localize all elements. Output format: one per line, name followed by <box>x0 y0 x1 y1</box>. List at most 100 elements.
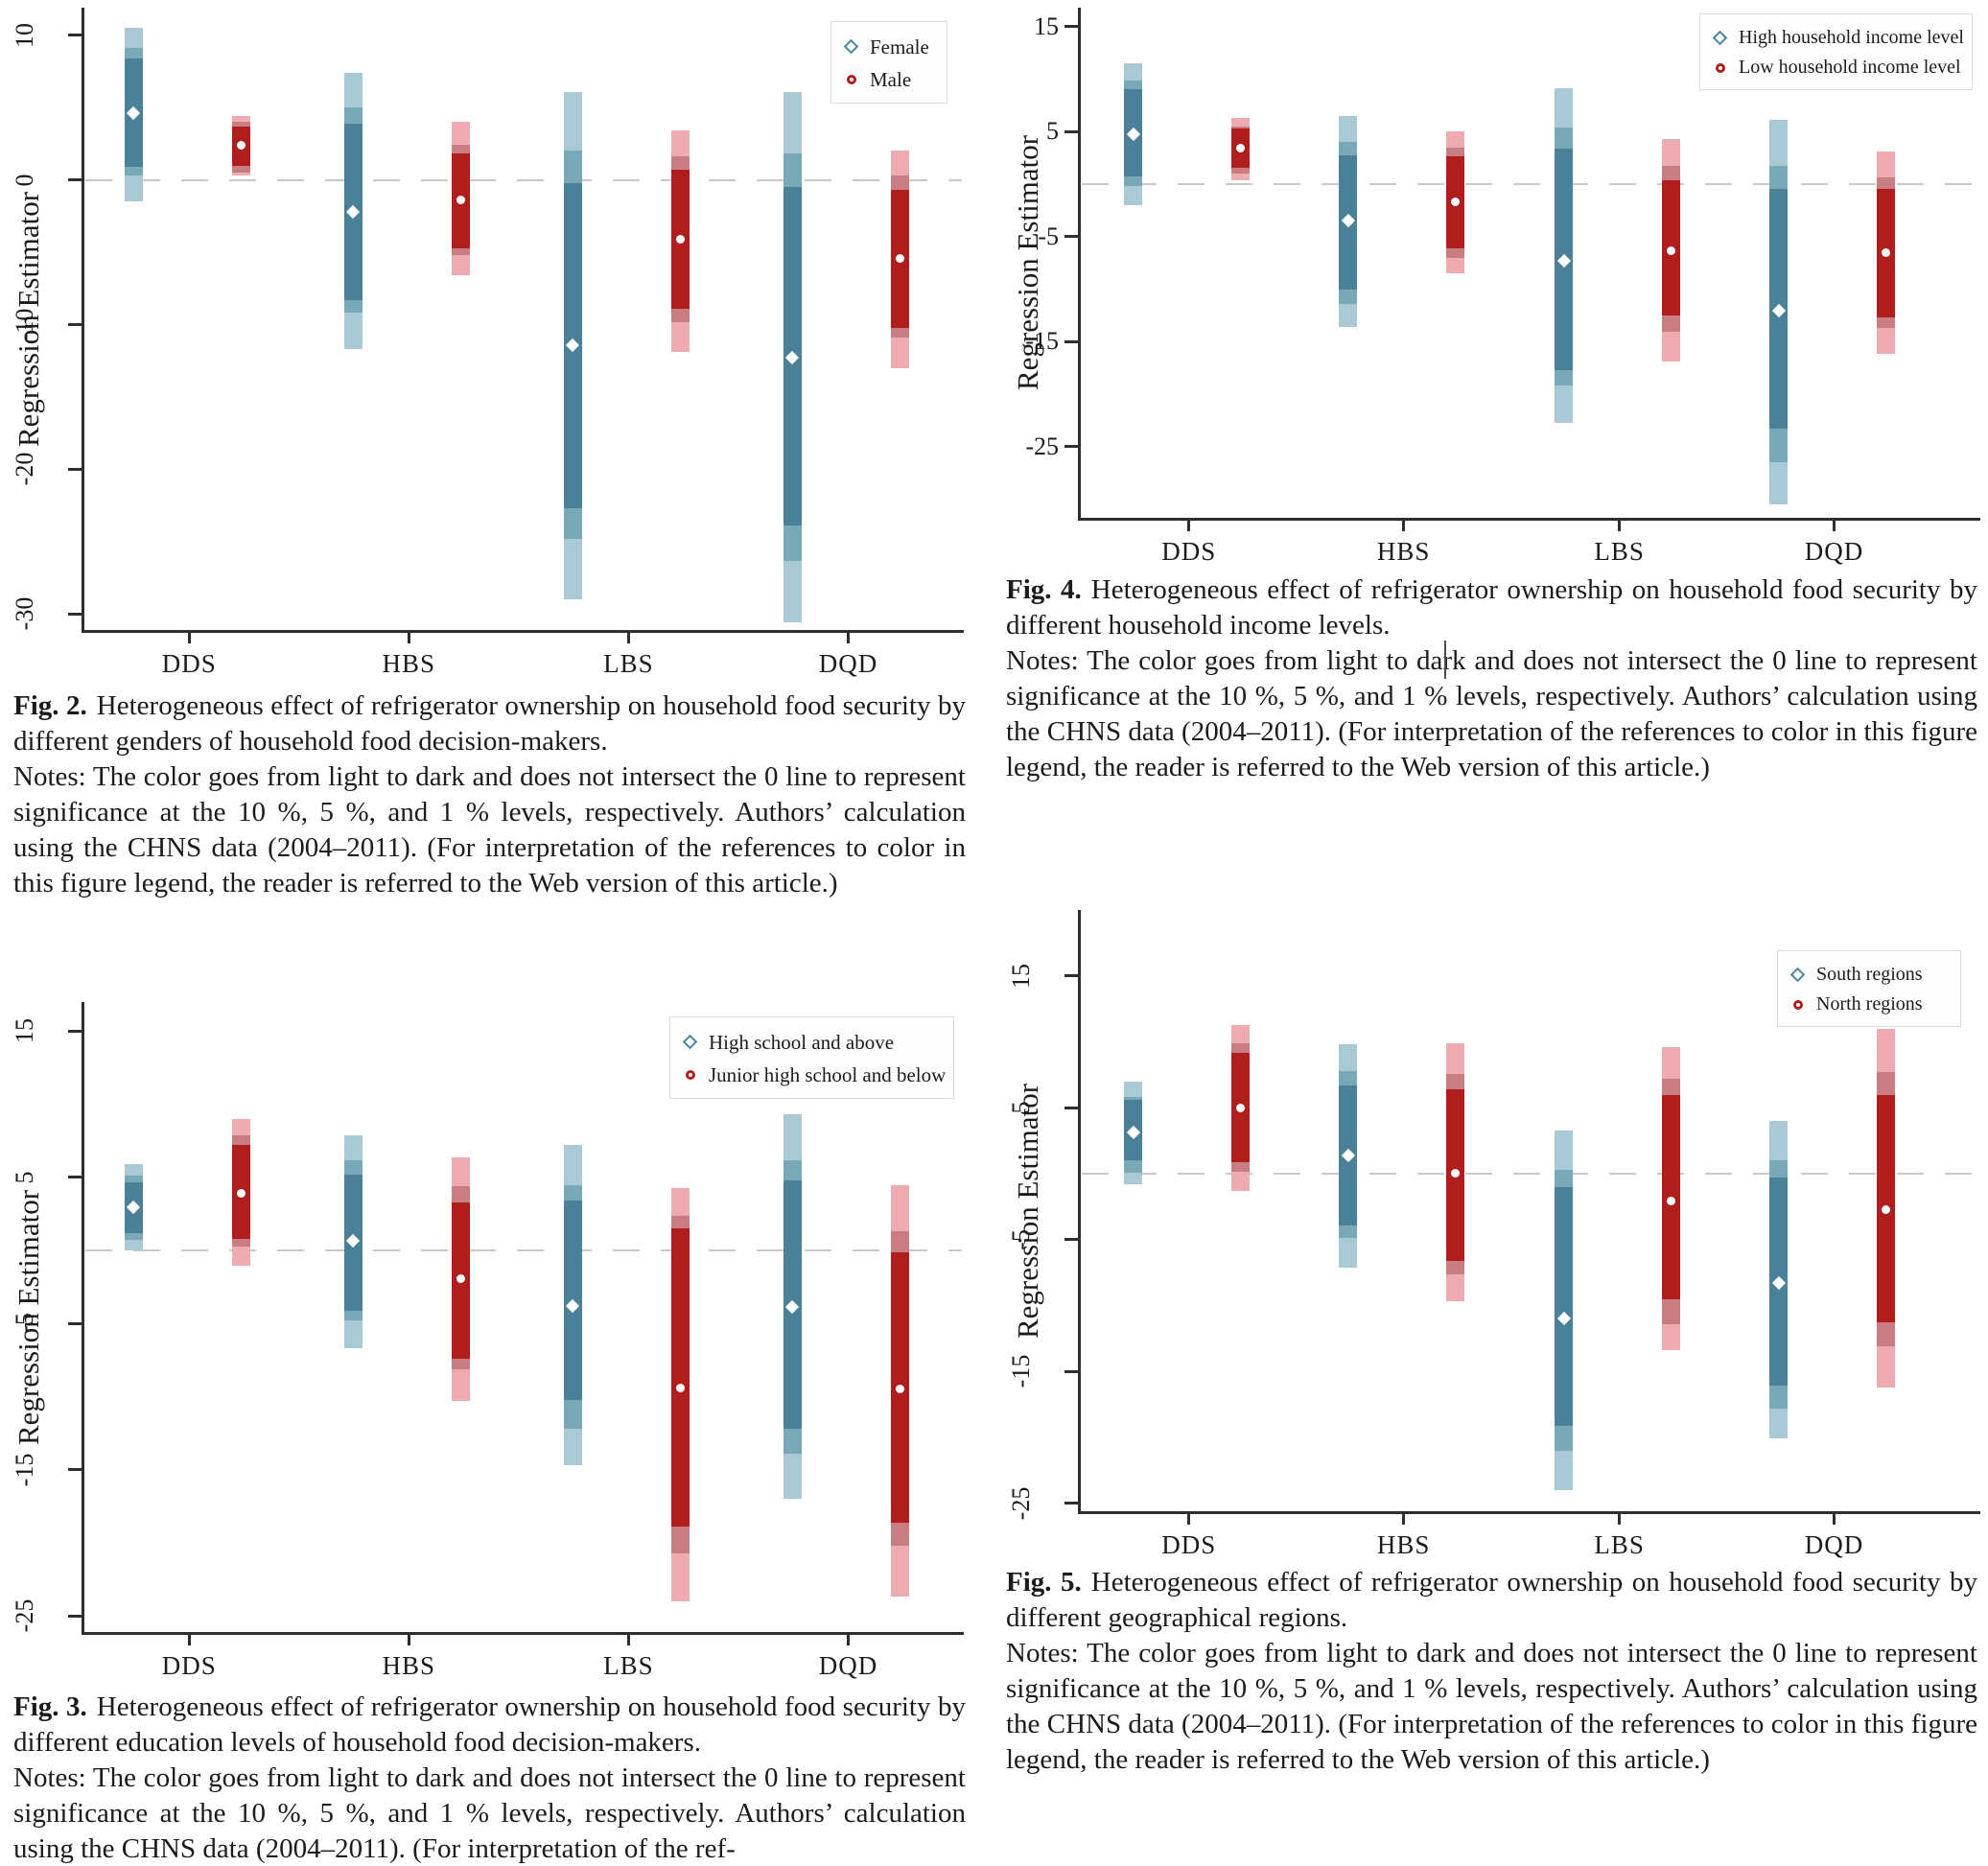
fig4-x-tick <box>1187 518 1191 531</box>
fig5-x-tick-label: DDS <box>1161 1530 1217 1559</box>
fig2-y-tick <box>68 178 82 182</box>
fig5-y-tick-label: -25 <box>1007 1486 1035 1521</box>
fig4-x-tick <box>1618 518 1622 531</box>
fig2-caption: Fig. 2. Heterogeneous effect of refrigera… <box>13 688 966 901</box>
fig4-y-tick-label: 15 <box>1034 12 1059 40</box>
fig5-y-axis-title: Regression Estimator <box>1011 1083 1044 1339</box>
fig4-y-tick-label: -25 <box>1025 432 1059 460</box>
fig5-legend-label: North regions <box>1816 993 1923 1015</box>
fig2-y-axis-title: Regression Estimator <box>12 191 45 447</box>
fig5-y-tick <box>1064 1238 1078 1242</box>
fig2-caption-body: Heterogeneous effect of refrigerator own… <box>13 690 966 757</box>
fig4-y-axis-title: Regression Estimator <box>1011 134 1044 391</box>
fig4-y-tick-label: -5 <box>1038 222 1059 250</box>
fig4-legend: High household income level Low household… <box>1699 13 1973 90</box>
fig5-legend-item: South regions <box>1788 960 1953 990</box>
fig2-x-tick <box>626 630 630 643</box>
point-marker-circle <box>1667 246 1676 256</box>
fig5-caption: Fig. 5. Heterogeneous effect of refrigera… <box>1006 1565 1977 1778</box>
fig4-zero-line <box>1082 182 1978 185</box>
fig3-x-tick <box>626 1632 630 1645</box>
fig2-legend-label: Male <box>870 67 912 91</box>
fig3-y-tick <box>68 1176 82 1179</box>
fig3-caption-title: Fig. 3. Heterogeneous effect of refrigera… <box>13 1690 966 1761</box>
fig5-zero-line <box>1082 1173 1978 1175</box>
fig3-x-axis <box>82 1632 964 1635</box>
legend-circle-icon <box>1788 993 1816 1016</box>
fig4-caption-title: Fig. 4. Heterogeneous effect of refrigera… <box>1006 572 1977 643</box>
fig5-y-tick <box>1064 1369 1078 1373</box>
fig5-caption-body: Heterogeneous effect of refrigerator own… <box>1006 1567 1977 1633</box>
fig3-y-tick-label: -25 <box>11 1598 38 1633</box>
fig5-inner-band-south-regions-LBS <box>1555 1186 1574 1426</box>
fig2-x-tick-label: DQD <box>818 649 878 678</box>
fig2-legend-label: Female <box>870 35 929 58</box>
fig2-zero-line <box>85 178 962 181</box>
fig5-legend-label: South regions <box>1816 964 1923 985</box>
legend-diamond-icon <box>841 35 870 58</box>
point-marker-circle <box>456 196 465 205</box>
fig4-caption-notes: Notes: The color goes from light to dark… <box>1006 645 1977 782</box>
fig4-legend-item: High household income level <box>1710 23 1964 53</box>
fig2-caption-title: Fig. 2. Heterogeneous effect of refrigera… <box>13 688 966 759</box>
fig3-caption-notes: Notes: The color goes from light to dark… <box>13 1762 966 1864</box>
fig2-x-tick <box>846 630 850 643</box>
point-marker-circle <box>1236 144 1246 153</box>
fig3-legend-label: Junior high school and below <box>709 1062 947 1086</box>
point-marker-circle <box>1667 1197 1676 1206</box>
point-marker-circle <box>1882 1204 1891 1214</box>
fig4-x-tick <box>1402 518 1406 531</box>
fig4-y-tick <box>1064 25 1078 29</box>
fig5-inner-band-north-regions-LBS <box>1662 1094 1681 1299</box>
fig4-caption-body: Heterogeneous effect of refrigerator own… <box>1006 574 1977 641</box>
fig4-legend-item: Low household income level <box>1710 53 1964 82</box>
fig5-x-tick <box>1618 1511 1622 1525</box>
fig3-legend-label: High school and above <box>709 1030 895 1054</box>
point-marker-circle <box>456 1273 465 1283</box>
fig3-legend: High school and above Junior high school … <box>669 1016 955 1099</box>
fig4-y-tick-label: 5 <box>1046 117 1059 146</box>
fig3-caption-body: Heterogeneous effect of refrigerator own… <box>13 1691 966 1758</box>
text-cursor-artifact <box>1444 641 1446 679</box>
point-marker-circle <box>675 234 685 244</box>
fig3-x-tick-label: LBS <box>603 1651 654 1680</box>
fig3-x-tick-label: HBS <box>382 1651 436 1680</box>
legend-diamond-icon <box>680 1031 709 1054</box>
fig2-y-tick <box>68 323 82 327</box>
legend-diamond-icon <box>1788 964 1816 987</box>
legend-circle-icon <box>841 68 870 91</box>
fig4-y-tick <box>1064 129 1078 133</box>
fig5-x-tick <box>1402 1511 1406 1525</box>
point-marker-circle <box>236 1189 246 1199</box>
fig5-y-tick-label: 15 <box>1007 963 1035 989</box>
fig5-y-tick <box>1064 1502 1078 1505</box>
fig2-x-axis <box>82 630 964 633</box>
point-marker-circle <box>236 140 246 150</box>
fig4-x-tick-label: LBS <box>1594 537 1645 566</box>
fig4-caption-label: Fig. 4. <box>1006 574 1082 605</box>
point-marker-circle <box>895 253 904 263</box>
fig2-x-tick-label: LBS <box>603 649 654 678</box>
fig3-x-tick <box>407 1632 410 1645</box>
fig3-caption: Fig. 3. Heterogeneous effect of refrigera… <box>13 1690 966 1866</box>
fig3-x-tick <box>846 1632 850 1645</box>
fig3-x-tick-label: DQD <box>818 1651 878 1680</box>
fig5-caption-title: Fig. 5. Heterogeneous effect of refrigera… <box>1006 1565 1977 1636</box>
fig5-y-axis <box>1078 910 1081 1514</box>
fig4-x-tick-label: DQD <box>1804 537 1864 566</box>
fig3-x-tick <box>187 1632 191 1645</box>
fig2-x-tick-label: HBS <box>382 649 436 678</box>
fig2-legend-item: Female <box>841 31 939 63</box>
fig3-legend-item: Junior high school and below <box>680 1059 946 1091</box>
fig4-x-tick <box>1833 518 1836 531</box>
fig2-legend-item: Male <box>841 63 939 96</box>
fig4-y-tick <box>1064 235 1078 239</box>
fig3-y-axis-title: Regression Estimator <box>12 1189 45 1445</box>
fig2-x-tick-label: DDS <box>161 649 217 678</box>
fig5-x-tick <box>1187 1511 1191 1525</box>
fig3-y-tick-label: 15 <box>11 1018 38 1044</box>
point-marker-circle <box>675 1383 685 1392</box>
point-marker-circle <box>1236 1103 1246 1112</box>
fig3-x-tick-label: DDS <box>161 1651 217 1680</box>
legend-circle-icon <box>1710 57 1739 80</box>
